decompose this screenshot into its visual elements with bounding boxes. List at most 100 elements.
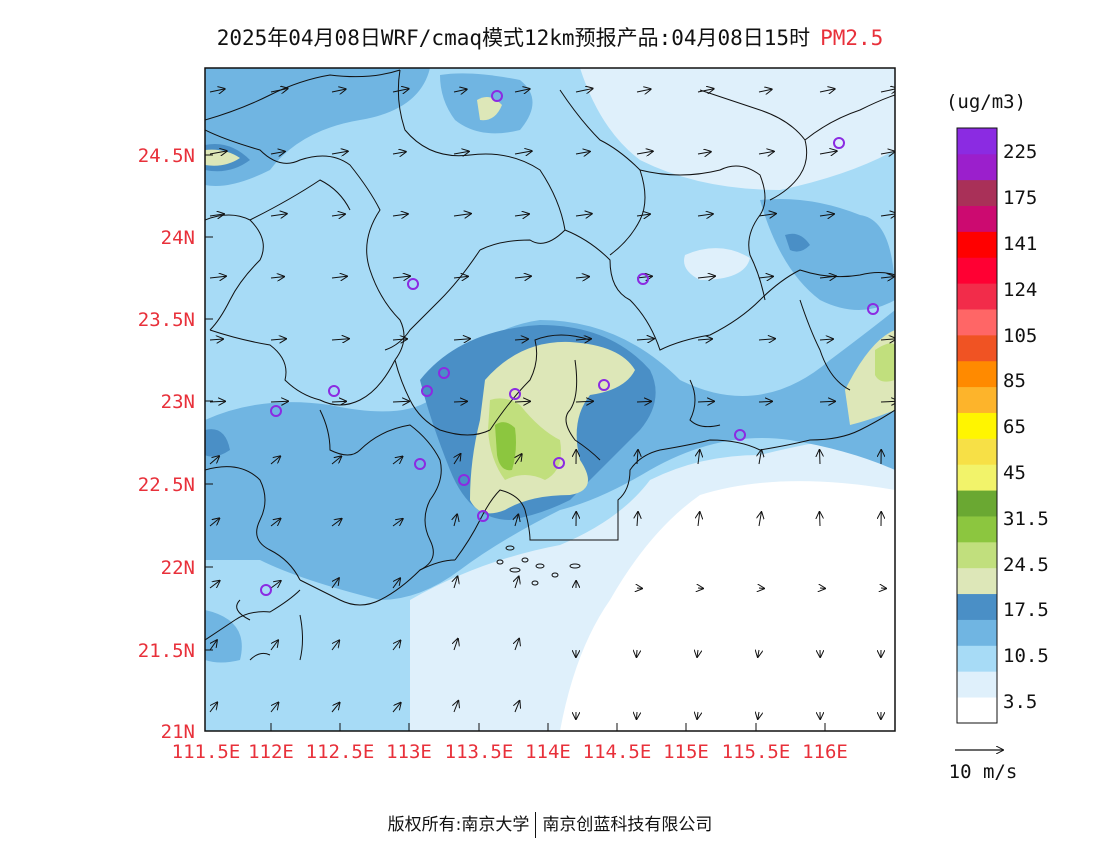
colorbar-swatch <box>957 697 997 724</box>
wind-vector <box>270 519 281 527</box>
colorbar-unit: (ug/m3) <box>946 91 1026 113</box>
wind-vector <box>636 276 652 278</box>
wind-vector <box>697 214 713 216</box>
wind-vector <box>514 151 532 154</box>
lat-label: 23N <box>161 391 195 413</box>
wind-vector <box>758 712 759 719</box>
wind-vector <box>331 276 347 278</box>
colorbar-swatch <box>957 541 997 569</box>
colorbar-labels: 3.5 10.5 17.5 24.5 31.5 45 65 85 105 124… <box>1003 141 1049 713</box>
wind-vectors <box>209 89 895 720</box>
wind-vector <box>392 214 408 216</box>
lon-label: 114.5E <box>583 741 652 763</box>
colorbar-swatch <box>957 205 997 232</box>
lat-label: 24.5N <box>138 145 195 167</box>
wind-vector <box>880 277 894 278</box>
lat-label: 23.5N <box>138 309 195 331</box>
wind-vector <box>392 401 409 402</box>
wind-vector <box>453 151 469 154</box>
wind-vector <box>759 512 761 527</box>
copyright-footer: 版权所有:南京大学 南京创蓝科技有限公司 <box>0 810 1100 838</box>
wind-vector <box>209 456 219 465</box>
colorbar-swatch <box>957 334 997 362</box>
pm25-concentration-field <box>205 68 895 731</box>
lon-label: 113.5E <box>445 741 514 763</box>
wind-vector <box>758 89 772 92</box>
wind-vector <box>209 640 217 651</box>
wind-vector <box>209 89 225 92</box>
lon-label: 112E <box>248 741 294 763</box>
wind-vector <box>331 89 346 92</box>
wind-vector <box>453 276 468 278</box>
wind-vector <box>697 712 698 719</box>
colorbar-label: 225 <box>1003 141 1037 163</box>
wind-vector <box>697 276 715 278</box>
wind-vector <box>453 214 471 216</box>
wind-vector <box>392 152 406 154</box>
wind-vector <box>392 641 400 651</box>
wind-vector <box>453 89 467 92</box>
wind-vector <box>697 339 712 340</box>
wind-vector <box>209 581 220 589</box>
wind-vector <box>514 89 530 92</box>
colorbar-swatch <box>957 671 997 698</box>
lon-label: 114E <box>525 741 571 763</box>
wind-vector <box>331 703 340 713</box>
lat-label: 24N <box>161 227 195 249</box>
wind-vector <box>819 401 835 402</box>
lat-label: 22.5N <box>138 474 195 496</box>
lon-label: 112.5E <box>306 741 375 763</box>
wind-vector <box>758 151 774 154</box>
wind-vector <box>392 519 403 527</box>
colorbar-swatch <box>957 464 997 491</box>
lon-labels: 111.5E 112E 112.5E 113E 113.5E 114E 114.… <box>172 741 848 763</box>
wind-vector <box>392 89 409 92</box>
wind-vector <box>820 450 821 465</box>
wind-reference-label: 10 m/s <box>949 761 1018 783</box>
wind-vector <box>270 277 284 278</box>
wind-vector <box>759 450 761 465</box>
lat-label: 22N <box>161 557 195 579</box>
wind-vector <box>698 512 700 527</box>
wind-vector <box>209 401 225 402</box>
colorbar-swatch <box>957 360 997 388</box>
colorbar-swatch <box>957 386 997 413</box>
wind-vector <box>270 581 281 589</box>
wind-vector <box>270 214 287 216</box>
wind-vector <box>453 401 467 402</box>
wind-vector <box>758 401 772 402</box>
wind-vector <box>270 401 288 402</box>
copyright-right: 南京创蓝科技有限公司 <box>542 815 713 835</box>
wind-vector <box>758 339 775 340</box>
colorbar-label: 175 <box>1003 187 1037 209</box>
wind-vector <box>270 640 278 651</box>
lon-ticks <box>270 723 826 731</box>
colorbar-label: 3.5 <box>1003 691 1037 713</box>
wind-vector <box>637 650 638 657</box>
title-main: 2025年04月08日WRF/cmaq模式12km预报产品:04月08日15时 <box>216 26 811 50</box>
wind-vector <box>454 577 458 589</box>
wind-vector <box>209 702 217 713</box>
wind-vector <box>392 578 400 589</box>
wind-vector <box>515 577 519 589</box>
wind-vector <box>270 703 278 713</box>
wind-vector <box>270 456 280 465</box>
wind-vector <box>575 214 592 216</box>
wind-vector <box>514 276 531 278</box>
lat-ticks <box>205 154 213 651</box>
wind-vector <box>515 639 519 651</box>
wind-vector <box>331 214 345 216</box>
wind-vector <box>637 712 638 719</box>
wind-vector <box>514 214 529 216</box>
footer-divider <box>535 812 537 838</box>
wind-vector <box>209 518 219 527</box>
colorbar-swatch <box>957 179 997 207</box>
wind-vector <box>392 457 403 465</box>
wind-vector <box>331 339 349 340</box>
wind-vector <box>636 339 654 340</box>
copyright-left: 版权所有:南京大学 <box>387 815 530 835</box>
wind-vector <box>454 639 458 651</box>
wind-vector <box>331 578 339 589</box>
wind-vector <box>270 89 288 93</box>
